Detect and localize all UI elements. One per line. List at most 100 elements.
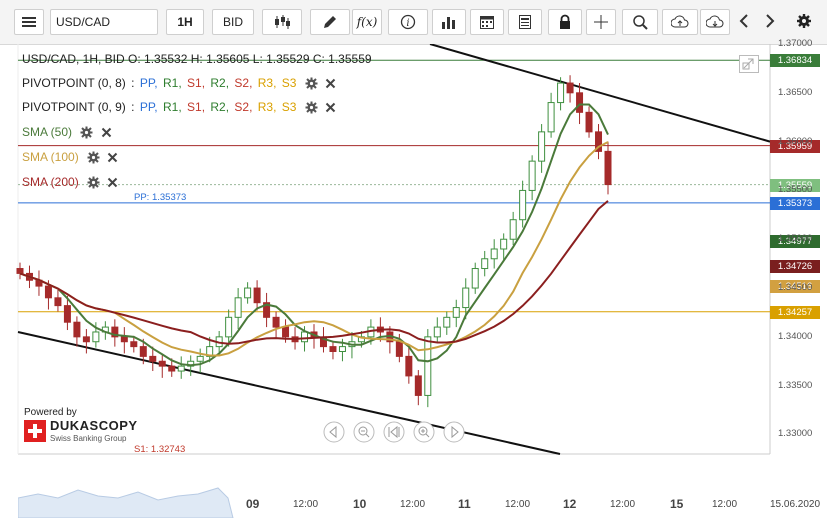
price-label: 1.34977 <box>770 235 820 249</box>
candle-body <box>234 297 242 318</box>
candle-body <box>139 346 147 357</box>
x-tick-label: 12:00 <box>712 499 738 510</box>
brand-tagline: Swiss Banking Group <box>50 434 127 443</box>
candle-body <box>120 336 128 343</box>
close-icon[interactable] <box>325 78 336 89</box>
timeframe-label: 1H <box>177 15 193 29</box>
notes-button[interactable] <box>508 9 542 35</box>
x-tick-label: 12:00 <box>505 499 531 510</box>
upload-button[interactable] <box>662 9 698 35</box>
lock-icon <box>560 14 570 29</box>
pivot-legend-2[interactable]: PIVOTPOINT (0, 9) : PP, R1, S1, R2, S2, … <box>22 100 336 114</box>
scroll-left-button[interactable] <box>732 9 756 35</box>
chart-area[interactable]: USD/CAD, 1H, BID O: 1.35532 H: 1.35605 L… <box>0 38 827 518</box>
gear-icon[interactable] <box>305 101 318 114</box>
scroll-right-button[interactable] <box>758 9 782 35</box>
x-tick-label: 12:00 <box>610 499 636 510</box>
candle-body <box>576 92 584 113</box>
symbol-selector[interactable]: USD/CAD <box>50 9 158 35</box>
candle-body <box>566 82 574 94</box>
x-tick-label: 10 <box>353 497 367 511</box>
scroll-back-control[interactable] <box>323 421 345 443</box>
candle-body <box>82 336 90 343</box>
chevron-right-icon <box>766 14 775 28</box>
candle-body <box>414 375 422 396</box>
reset-control[interactable] <box>383 421 405 443</box>
gear-icon <box>797 14 811 28</box>
y-tick-label: 1.36000 <box>778 135 813 147</box>
upload-icon <box>671 15 689 28</box>
candle-body <box>244 287 252 299</box>
x-tick-label: 12 <box>563 497 577 511</box>
x-tick-label: 12:00 <box>400 499 426 510</box>
candle-body <box>481 258 489 270</box>
pivot-r2: R2, <box>210 100 230 114</box>
volume-button[interactable] <box>432 9 466 35</box>
volume-bars-icon <box>442 17 455 29</box>
price-side-selector[interactable]: BID <box>212 9 254 35</box>
gear-icon[interactable] <box>80 126 93 139</box>
menu-icon <box>22 17 36 27</box>
expand-icon[interactable] <box>738 54 760 74</box>
chart-type-button[interactable] <box>262 9 302 35</box>
close-icon[interactable] <box>101 127 112 138</box>
candle-body <box>585 111 593 133</box>
gear-icon[interactable] <box>87 151 100 164</box>
pivot-r2: R2, <box>210 76 230 90</box>
pivot-legend-1[interactable]: PIVOTPOINT (0, 8) : PP, R1, S1, R2, S2, … <box>22 76 336 90</box>
candle-body <box>130 341 138 348</box>
pp-line-label: PP: 1.35373 <box>134 192 187 203</box>
candle-body <box>329 346 337 353</box>
indicators-button[interactable]: f(x) <box>352 9 382 35</box>
gear-icon[interactable] <box>87 176 100 189</box>
candle-body <box>595 131 603 152</box>
sma200-label: SMA (200) <box>22 175 79 189</box>
sma200-legend[interactable]: SMA (200) <box>22 175 118 189</box>
price-label: 1.35373 <box>770 196 820 210</box>
candle-body <box>433 326 441 338</box>
pivot-r1: R1, <box>162 100 182 114</box>
lock-button[interactable] <box>548 9 582 35</box>
y-tick-label: 1.33000 <box>778 428 813 440</box>
menu-button[interactable] <box>14 9 44 35</box>
svg-text:i: i <box>406 18 409 29</box>
pivot-s2: S2, <box>234 100 253 114</box>
candle-body <box>452 307 460 318</box>
draw-button[interactable] <box>310 9 350 35</box>
candle-body <box>282 326 290 338</box>
sma50-label: SMA (50) <box>22 125 73 139</box>
candle-body <box>405 355 413 377</box>
x-tick-label: 09 <box>246 497 260 511</box>
gear-icon[interactable] <box>305 77 318 90</box>
close-icon[interactable] <box>325 102 336 113</box>
price-label: 1.34726 <box>770 259 820 273</box>
notes-icon <box>519 15 531 29</box>
zoom-out-control[interactable] <box>353 421 375 443</box>
zoom-button[interactable] <box>622 9 658 35</box>
toolbar: USD/CAD 1H BID f(x) i <box>0 0 827 45</box>
brand-name: DUKASCOPY <box>50 418 138 433</box>
close-icon[interactable] <box>107 152 118 163</box>
info-button[interactable]: i <box>388 9 428 35</box>
settings-button[interactable] <box>790 9 818 35</box>
sma100-legend[interactable]: SMA (100) <box>22 150 118 164</box>
x-tick-label: 15 <box>670 497 684 511</box>
ohlc-text: USD/CAD, 1H, BID O: 1.35532 H: 1.35605 L… <box>22 52 372 66</box>
sma50-legend[interactable]: SMA (50) <box>22 125 112 139</box>
pivot-s3: S3 <box>281 76 297 90</box>
navigator-overview[interactable] <box>18 468 770 518</box>
candle-body <box>73 321 81 338</box>
scroll-forward-control[interactable] <box>443 421 465 443</box>
powered-by-text: Powered by <box>24 407 77 418</box>
timeframe-selector[interactable]: 1H <box>166 9 204 35</box>
pencil-icon <box>324 16 336 28</box>
zoom-in-control[interactable] <box>413 421 435 443</box>
pivot-sep: : <box>131 76 135 90</box>
calendar-button[interactable] <box>470 9 504 35</box>
download-button[interactable] <box>700 9 730 35</box>
download-icon <box>706 15 724 28</box>
close-icon[interactable] <box>107 177 118 188</box>
crosshair-button[interactable] <box>586 9 616 35</box>
price-chart[interactable] <box>0 44 827 518</box>
x-tick-label: 11 <box>458 497 471 511</box>
